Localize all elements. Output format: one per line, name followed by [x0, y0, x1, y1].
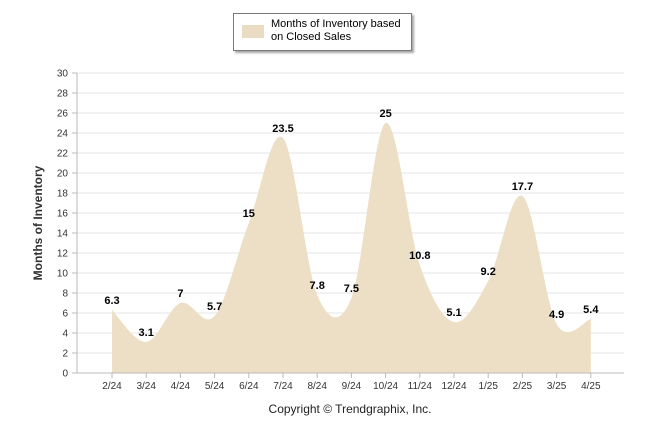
x-tick-label: 9/24: [342, 381, 362, 392]
data-label: 25: [379, 108, 391, 120]
legend: Months of Inventory based on Closed Sale…: [233, 13, 412, 51]
data-label: 6.3: [104, 295, 119, 307]
copyright-text: Copyright © Trendgraphix, Inc.: [268, 402, 432, 416]
data-label: 7: [177, 288, 183, 300]
data-label: 9.2: [481, 266, 496, 278]
x-tick-label: 4/25: [581, 381, 601, 392]
x-tick-label: 12/24: [441, 381, 466, 392]
y-tick-label: 8: [62, 289, 68, 300]
x-tick-label: 6/24: [239, 381, 259, 392]
data-label: 15: [243, 208, 255, 220]
x-tick-label: 10/24: [373, 381, 398, 392]
y-tick-label: 24: [57, 129, 69, 140]
data-labels: 6.3 3.1 7 5.7 15 23.5 7.8 7.5 25 10.8 5.1 9.2 17.7 4.…: [104, 108, 599, 339]
data-label: 10.8: [409, 250, 430, 262]
y-tick-label: 30: [57, 69, 69, 80]
area-fill: [112, 122, 591, 374]
y-tick-label: 16: [57, 209, 69, 220]
y-tick-label: 26: [57, 109, 69, 120]
data-label: 23.5: [272, 123, 293, 135]
y-tick-label: 4: [62, 329, 68, 340]
data-label: 5.4: [583, 304, 599, 316]
y-tick-label: 0: [62, 369, 68, 380]
area-series: [112, 122, 591, 374]
x-tick-labels: 2/24 3/24 4/24 5/24 6/24 7/24 8/24 9/24 10/24 11/…: [102, 373, 601, 392]
legend-swatch: [242, 25, 264, 38]
x-tick-label: 2/24: [102, 381, 122, 392]
data-label: 17.7: [512, 181, 533, 193]
x-tick-label: 11/24: [408, 381, 433, 392]
data-label: 7.5: [344, 283, 359, 295]
y-tick-label: 2: [62, 349, 68, 360]
y-tick-label: 22: [57, 149, 69, 160]
y-tick-label: 10: [57, 269, 69, 280]
data-label: 7.8: [310, 280, 325, 292]
legend-label: Months of Inventory based on Closed Sale…: [271, 18, 401, 43]
data-label: 5.1: [446, 307, 461, 319]
y-tick-label: 14: [57, 229, 69, 240]
x-tick-label: 2/25: [513, 381, 533, 392]
data-label: 5.7: [207, 301, 222, 313]
x-tick-label: 1/25: [478, 381, 498, 392]
x-tick-label: 3/25: [547, 381, 567, 392]
y-tick-label: 28: [57, 89, 69, 100]
data-label: 4.9: [549, 309, 564, 321]
y-tick-label: 20: [57, 169, 69, 180]
x-tick-label: 4/24: [171, 381, 191, 392]
y-tick-label: 6: [62, 309, 68, 320]
x-tick-label: 3/24: [136, 381, 156, 392]
y-tick-label: 18: [57, 189, 69, 200]
x-tick-label: 5/24: [205, 381, 225, 392]
y-tick-label: 12: [57, 249, 69, 260]
x-tick-label: 8/24: [307, 381, 327, 392]
x-tick-label: 7/24: [273, 381, 293, 392]
axes: [76, 73, 624, 374]
data-label: 3.1: [139, 327, 154, 339]
y-axis-label: Months of Inventory: [31, 165, 45, 281]
